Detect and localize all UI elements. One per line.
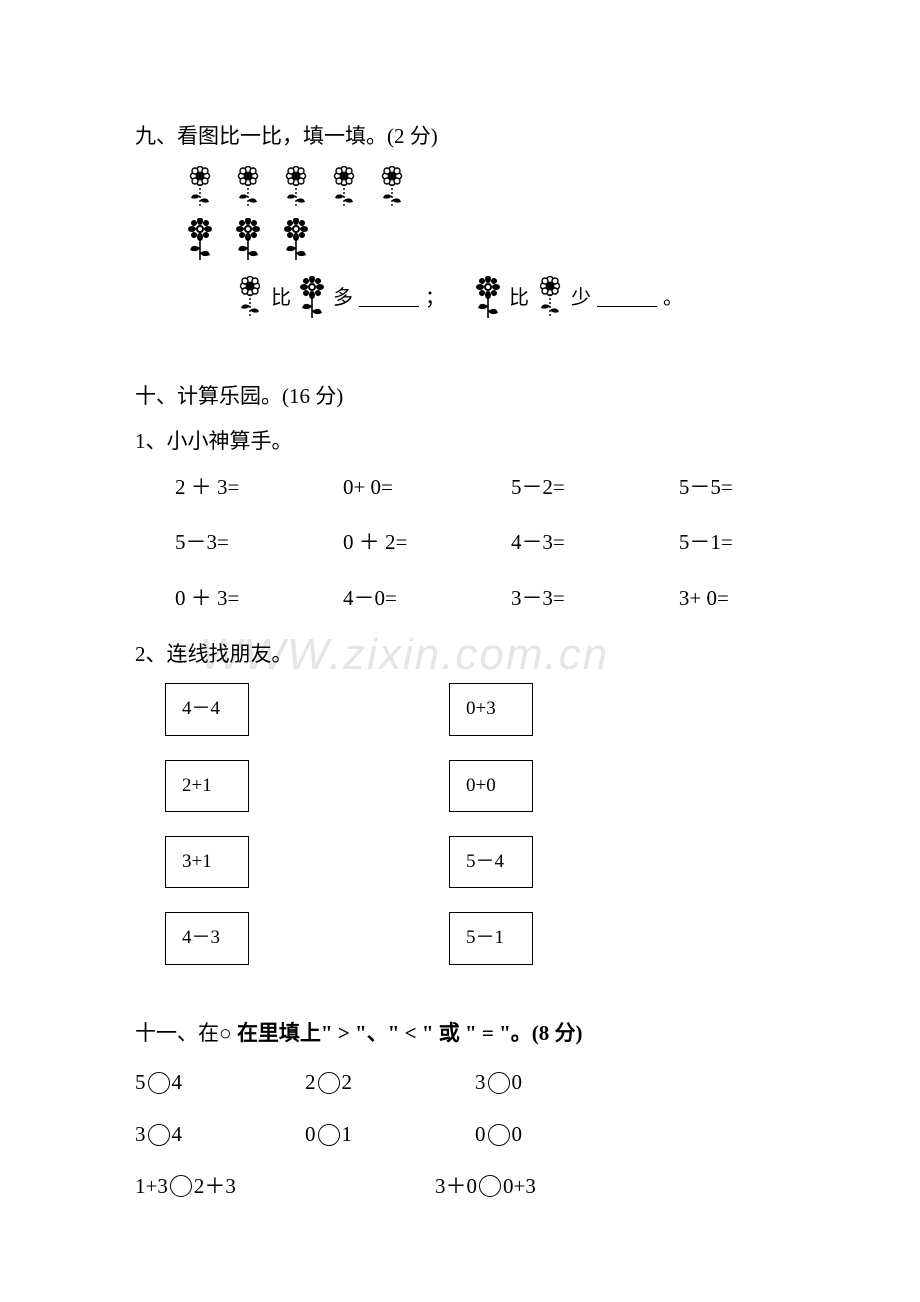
comparison-grid: 5422303401001+32＋33＋00+3 <box>135 1066 785 1203</box>
flower-a-icon <box>233 166 263 210</box>
comp-left: 3 <box>475 1066 486 1100</box>
comp-right: 0 <box>512 1066 523 1100</box>
calc-cell[interactable]: 5－3= <box>175 526 343 560</box>
match-box[interactable]: 5－4 <box>449 836 533 888</box>
match-box[interactable]: 2+1 <box>165 760 249 812</box>
compare-circle[interactable] <box>148 1072 170 1094</box>
calc-cell[interactable]: 3－3= <box>511 582 679 616</box>
page-content: 九、看图比一比，填一填。(2 分) <box>135 120 785 1203</box>
calc-cell[interactable]: 0 ＋ 3= <box>175 582 343 616</box>
flower-b-icon <box>185 218 215 262</box>
comp-cell: 54 <box>135 1066 305 1100</box>
comp-left: 1+3 <box>135 1170 168 1204</box>
comp-left: 0 <box>305 1118 316 1152</box>
compare-text-suffix-1: 多 <box>333 282 353 314</box>
match-box[interactable]: 0+3 <box>449 683 533 735</box>
flower-a-icon <box>377 166 407 210</box>
calc-cell[interactable]: 5－2= <box>511 471 679 505</box>
comp-right: 1 <box>342 1118 353 1152</box>
comp-right: 2＋3 <box>194 1170 236 1204</box>
comp-row: 542230 <box>135 1066 785 1100</box>
section-10-sub2: 2、连线找朋友。 <box>135 638 785 672</box>
calc-row: 5－3=0 ＋ 2=4－3=5－1= <box>175 526 785 560</box>
compare-circle[interactable] <box>488 1072 510 1094</box>
comp-left: 3 <box>135 1118 146 1152</box>
match-box[interactable]: 5－1 <box>449 912 533 964</box>
comp-cell: 34 <box>135 1118 305 1152</box>
match-col-right: 0+3 0+0 5－4 5－1 <box>449 683 533 965</box>
compare-separator: ； <box>425 282 445 314</box>
comp-cell: 01 <box>305 1118 475 1152</box>
calc-cell[interactable]: 5－5= <box>679 471 785 505</box>
flower-row-1 <box>185 166 785 210</box>
match-boxes: 4－4 2+1 3+1 4－3 0+3 0+0 5－4 5－1 <box>165 683 785 965</box>
section-10-heading: 十、计算乐园。(16 分) <box>135 380 785 414</box>
match-box[interactable]: 4－3 <box>165 912 249 964</box>
compare-line: 比 多 ； <box>235 276 785 320</box>
flower-a-icon <box>185 166 215 210</box>
compare-text-mid-2: 比 <box>509 282 529 314</box>
comp-cell: 30 <box>475 1066 645 1100</box>
comp-row: 1+3 2＋3 3＋0 0+3 <box>135 1170 785 1204</box>
flower-b-icon <box>297 276 327 320</box>
blank-input-2[interactable] <box>597 289 657 307</box>
compare-circle[interactable] <box>318 1124 340 1146</box>
flower-a-icon <box>329 166 359 210</box>
compare-circle[interactable] <box>488 1124 510 1146</box>
comp-cell: 3＋0 0+3 <box>435 1170 735 1204</box>
match-box[interactable]: 4－4 <box>165 683 249 735</box>
comp-right: 2 <box>342 1066 353 1100</box>
comp-cell: 22 <box>305 1066 475 1100</box>
flowers-block: 比 多 ； <box>185 166 785 320</box>
comp-row: 340100 <box>135 1118 785 1152</box>
calc-cell[interactable]: 4－3= <box>511 526 679 560</box>
compare-text-mid-1: 比 <box>271 282 291 314</box>
blank-input-1[interactable] <box>359 289 419 307</box>
flower-b-icon <box>233 218 263 262</box>
section-10-sub1: 1、小小神算手。 <box>135 425 785 459</box>
calc-row: 2 ＋ 3=0+ 0=5－2=5－5= <box>175 471 785 505</box>
compare-circle[interactable] <box>148 1124 170 1146</box>
flower-a-icon-2 <box>535 276 565 320</box>
match-box[interactable]: 0+0 <box>449 760 533 812</box>
comp-cell: 1+3 2＋3 <box>135 1170 435 1204</box>
match-col-left: 4－4 2+1 3+1 4－3 <box>165 683 249 965</box>
flower-b-icon-2 <box>473 276 503 320</box>
calc-row: 0 ＋ 3=4－0=3－3=3+ 0= <box>175 582 785 616</box>
s11-bold: 在里填上" > "、" < " 或 " = "。(8 分) <box>237 1021 583 1045</box>
calc-cell[interactable]: 0 ＋ 2= <box>343 526 511 560</box>
flower-a-icon <box>281 166 311 210</box>
calc-cell[interactable]: 0+ 0= <box>343 471 511 505</box>
calc-grid: 2 ＋ 3=0+ 0=5－2=5－5=5－3=0 ＋ 2=4－3=5－1=0 ＋… <box>175 471 785 616</box>
compare-end: 。 <box>663 282 683 314</box>
comp-right: 4 <box>172 1066 183 1100</box>
compare-text-suffix-2: 少 <box>571 282 591 314</box>
section-11-heading: 十一、在○ 在里填上" > "、" < " 或 " = "。(8 分) <box>135 1017 785 1051</box>
comp-left: 0 <box>475 1118 486 1152</box>
flower-row-2 <box>185 218 785 262</box>
compare-circle[interactable] <box>170 1175 192 1197</box>
flower-a-icon <box>235 276 265 320</box>
calc-cell[interactable]: 3+ 0= <box>679 582 785 616</box>
comp-cell: 00 <box>475 1118 645 1152</box>
match-box[interactable]: 3+1 <box>165 836 249 888</box>
comp-left: 2 <box>305 1066 316 1100</box>
comp-right: 0+3 <box>503 1170 536 1204</box>
s11-prefix: 十一、在○ <box>135 1021 237 1045</box>
section-9-heading: 九、看图比一比，填一填。(2 分) <box>135 120 785 154</box>
comp-left: 3＋0 <box>435 1170 477 1204</box>
calc-cell[interactable]: 5－1= <box>679 526 785 560</box>
comp-right: 4 <box>172 1118 183 1152</box>
calc-cell[interactable]: 2 ＋ 3= <box>175 471 343 505</box>
flower-b-icon <box>281 218 311 262</box>
compare-circle[interactable] <box>479 1175 501 1197</box>
comp-left: 5 <box>135 1066 146 1100</box>
comp-right: 0 <box>512 1118 523 1152</box>
calc-cell[interactable]: 4－0= <box>343 582 511 616</box>
compare-circle[interactable] <box>318 1072 340 1094</box>
